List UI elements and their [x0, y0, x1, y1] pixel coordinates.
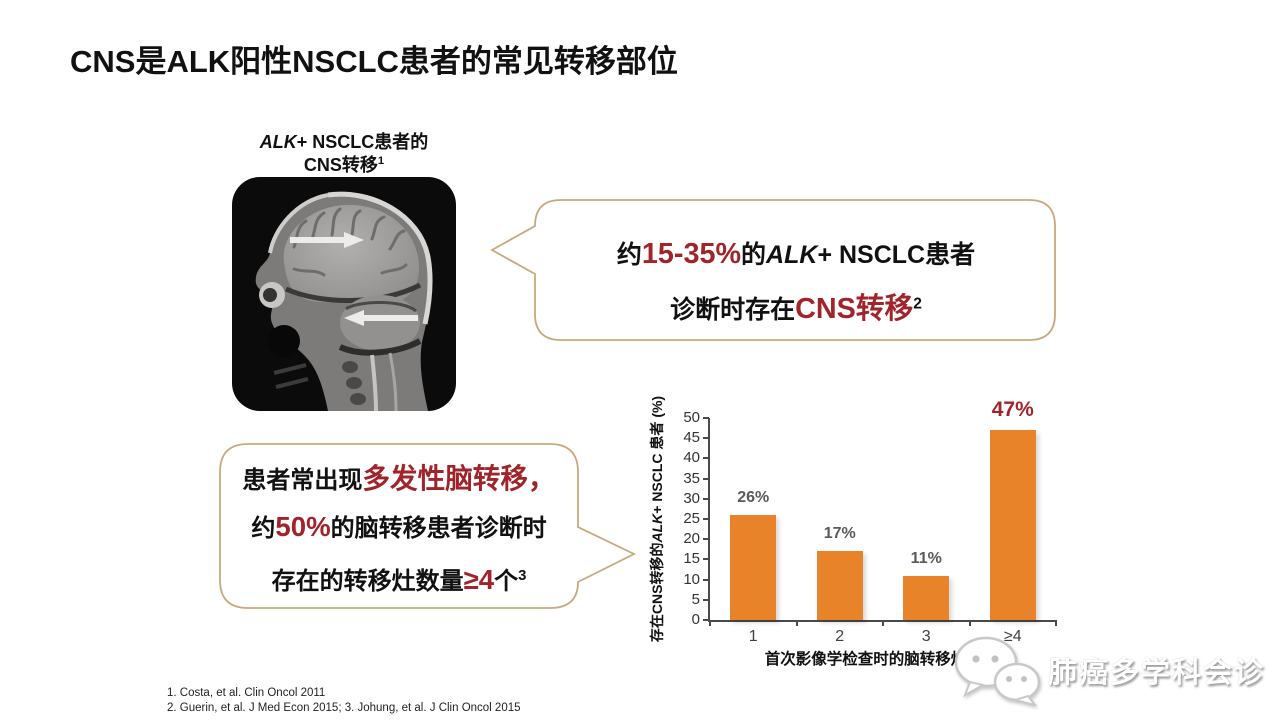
y-tick-mark [703, 457, 709, 460]
page-title: CNS是ALK阳性NSCLC患者的常见转移部位 [70, 44, 678, 79]
bar-3 [903, 575, 950, 620]
y-tick-mark [703, 437, 709, 440]
speech-bubble-right-tail [219, 443, 637, 609]
bar-data-label: 47% [991, 398, 1034, 422]
y-tick-mark [703, 518, 709, 520]
callout-multiple-metastases: 患者常出现多发性脑转移， 约50%的脑转移患者诊断时 存在的转移灶数量≥4个3 [218, 442, 638, 610]
brain-mri-image [232, 177, 456, 411]
bar-chart: 存在CNS转移的ALK+ NSCLC 患者 (%) 0 5 10 15 20 25 30 35… [628, 375, 1108, 680]
x-category-label: 3 [921, 628, 931, 645]
y-tick-mark [703, 558, 709, 561]
reference-line: 2. Guerin, et al. J Med Econ 2015; 3. Jo… [167, 701, 521, 714]
x-tick-mark [795, 620, 798, 626]
x-tick-mark [882, 620, 884, 626]
mri-caption-line1: ALK+ NSCLC患者的 [259, 132, 429, 152]
watermark: 肺癌多学科会诊 [952, 632, 1263, 707]
mri-caption: ALK+ NSCLC患者的 CNS转移1 [205, 131, 483, 176]
callout-bottom-line3: 存在的转移灶数量≥4个3 [271, 564, 527, 595]
mri-metastasis-arrow-icons [290, 232, 418, 326]
brain-mri-illustration [232, 177, 456, 411]
y-tick-label: 40 [683, 449, 700, 467]
y-tick-label: 5 [691, 590, 700, 608]
y-tick-label: 45 [683, 429, 700, 447]
y-tick-label: 50 [683, 409, 700, 426]
reference-line: 1. Costa, et al. Clin Oncol 2011 [167, 687, 326, 699]
y-tick-label: 20 [683, 530, 700, 548]
bar-≥4 [989, 430, 1036, 620]
callout-top-line1: 约15-35%的ALK+ NSCLC患者 [616, 238, 976, 270]
y-tick-label: 35 [683, 469, 700, 487]
x-category-label: 2 [835, 628, 845, 645]
y-tick-label: 10 [683, 570, 700, 588]
y-tick-mark [703, 497, 709, 500]
chart-plot: 0 5 10 15 20 25 30 35 40 45 50 26% 1 17% 2 11% 3 47% ≥4 [683, 398, 1057, 645]
x-axis-title: 首次影像学检查时的脑转移灶数量 [764, 651, 998, 668]
y-tick-label: 25 [683, 510, 700, 527]
bar-data-label: 11% [910, 549, 942, 567]
y-tick-label: 15 [683, 550, 700, 568]
y-tick-label: 0 [691, 611, 700, 628]
bar-data-label: 26% [737, 488, 770, 506]
callout-cns-incidence: 约15-35%的ALK+ NSCLC患者 诊断时存在CNS转移2 [490, 198, 1057, 342]
y-tick-mark [703, 598, 709, 601]
x-category-label: ≥4 [1003, 628, 1022, 645]
y-tick-label: 30 [683, 489, 700, 507]
x-tick-mark [709, 620, 711, 626]
x-tick-mark [1055, 620, 1057, 626]
wechat-icon [954, 636, 1041, 706]
callout-bottom-line2: 约50%的脑转移患者诊断时 [251, 511, 547, 542]
references: 1. Costa, et al. Clin Oncol 2011 2. Guer… [167, 686, 521, 716]
y-tick-mark [703, 477, 709, 480]
y-tick-mark [703, 619, 709, 621]
callout-top-line2: 诊断时存在CNS转移2 [670, 293, 922, 325]
bar-data-label: 17% [823, 525, 856, 543]
x-tick-mark [968, 620, 971, 626]
y-tick-mark [703, 538, 709, 541]
mri-caption-line2: CNS转移1 [303, 154, 385, 175]
bar-1 [730, 514, 777, 620]
callout-bottom-line1: 患者常出现多发性脑转移， [242, 463, 556, 494]
y-tick-mark [703, 417, 709, 419]
y-tick-mark [703, 578, 709, 581]
bar-2 [816, 551, 863, 620]
x-category-label: 1 [748, 628, 758, 645]
watermark-text: 肺癌多学科会诊 [1048, 656, 1266, 689]
speech-bubble-left-tail [490, 199, 1056, 341]
